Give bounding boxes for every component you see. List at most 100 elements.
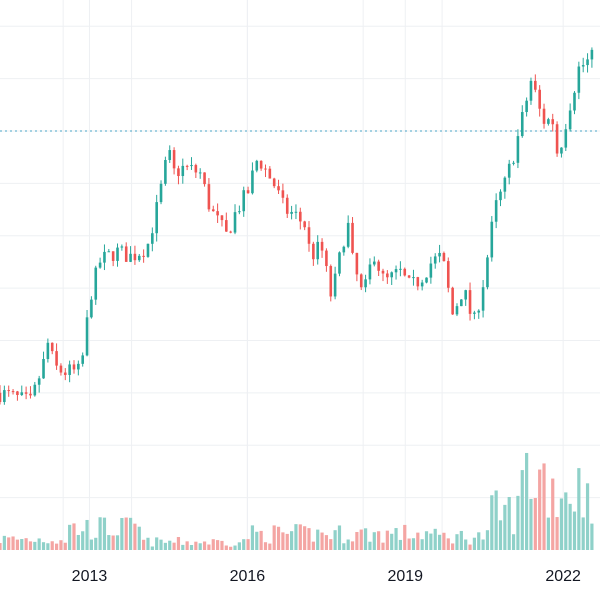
candle-body [320, 241, 324, 251]
candle-body [542, 108, 546, 124]
volume-bar [220, 540, 224, 550]
volume-bar [202, 541, 207, 550]
candle-body [20, 392, 24, 396]
candle-body [11, 391, 15, 393]
volume-bar [11, 536, 15, 550]
volume-bar [133, 523, 137, 550]
candle-body [155, 202, 158, 234]
volume-bar [146, 537, 150, 550]
candle-body [381, 270, 385, 274]
volume-bar [68, 524, 72, 550]
candle-body [460, 299, 463, 307]
candle-body [442, 252, 446, 262]
volume-bar [111, 535, 115, 550]
candle-body [503, 177, 507, 192]
volume-bar [85, 519, 89, 550]
volume-bar [342, 543, 346, 550]
candle-body [264, 168, 267, 170]
candle-body [211, 209, 215, 212]
volume-bar [477, 532, 481, 550]
candle-body [185, 165, 189, 167]
volume-bar [542, 463, 546, 550]
candle-body [329, 266, 333, 297]
candle-body [538, 89, 541, 109]
volume-bar [320, 532, 324, 550]
candle-body [7, 390, 11, 392]
volume-bar [189, 544, 194, 550]
volume-bar [490, 495, 494, 550]
volume-bar [546, 517, 550, 550]
volume-bar [468, 544, 472, 550]
candle-body [333, 273, 337, 297]
volume-bar [372, 532, 376, 550]
candle-body [120, 246, 124, 248]
candle-body [190, 165, 193, 167]
volume-bar [285, 533, 289, 550]
candle-body [573, 92, 576, 111]
candle-body [473, 312, 476, 314]
candle-body [81, 355, 84, 364]
candle-body [551, 119, 555, 125]
volume-bar [407, 538, 411, 550]
candle-body [481, 287, 485, 311]
volume-bar [559, 498, 564, 550]
volume-bar [172, 542, 176, 550]
volume-bar [533, 498, 537, 550]
volume-bar [337, 525, 342, 550]
candle-body [246, 190, 250, 194]
candle-body [107, 251, 111, 253]
volume-bar [390, 533, 394, 550]
volume-bar [437, 534, 442, 550]
x-tick-label: 2013 [72, 568, 108, 585]
volume-bar [507, 497, 511, 550]
candle-body [446, 261, 450, 288]
candle-body [416, 277, 420, 287]
candle-body [0, 392, 2, 403]
volume-bar [237, 542, 241, 550]
volume-bar [324, 535, 329, 550]
candle-body [281, 190, 285, 198]
candle-body [525, 100, 528, 113]
volume-bar [181, 544, 185, 550]
volume-bar [516, 495, 520, 550]
volume-bar [142, 539, 146, 550]
candle-body [425, 277, 428, 283]
candle-body [168, 150, 172, 161]
candle-body [486, 257, 489, 288]
volume-bar [451, 543, 455, 550]
candle-body [294, 211, 298, 213]
volume-bar [168, 540, 172, 550]
candle-body [272, 178, 276, 187]
volume-bar [303, 526, 307, 550]
volume-bar [555, 517, 559, 550]
candle-body [59, 365, 63, 373]
volume-bar [250, 525, 255, 550]
candle-body [251, 170, 254, 194]
volume-bar [59, 540, 63, 550]
volume-bar [424, 531, 429, 550]
candle-body [277, 186, 280, 191]
candle-body [220, 215, 224, 221]
candle-body [299, 211, 302, 222]
volume-bar [268, 543, 272, 550]
candle-body [464, 290, 467, 300]
volume-bar [176, 537, 181, 550]
volume-bar [163, 542, 167, 550]
volume-bar [564, 492, 568, 550]
candle-body [159, 183, 163, 203]
volume-bar [442, 532, 446, 550]
volume-bar [551, 478, 555, 550]
candle-body [177, 168, 180, 177]
volume-bar [263, 542, 268, 550]
volume-bar [494, 490, 498, 550]
candle-body [50, 342, 54, 352]
candle-body [534, 80, 537, 90]
volume-bar [216, 540, 220, 550]
volume-bar [33, 541, 37, 550]
volume-bar [137, 526, 141, 550]
volume-bar [416, 532, 420, 550]
volume-bar [464, 539, 468, 550]
candle-body [290, 211, 293, 214]
candle-body [529, 80, 533, 101]
volume-bar [525, 452, 529, 550]
